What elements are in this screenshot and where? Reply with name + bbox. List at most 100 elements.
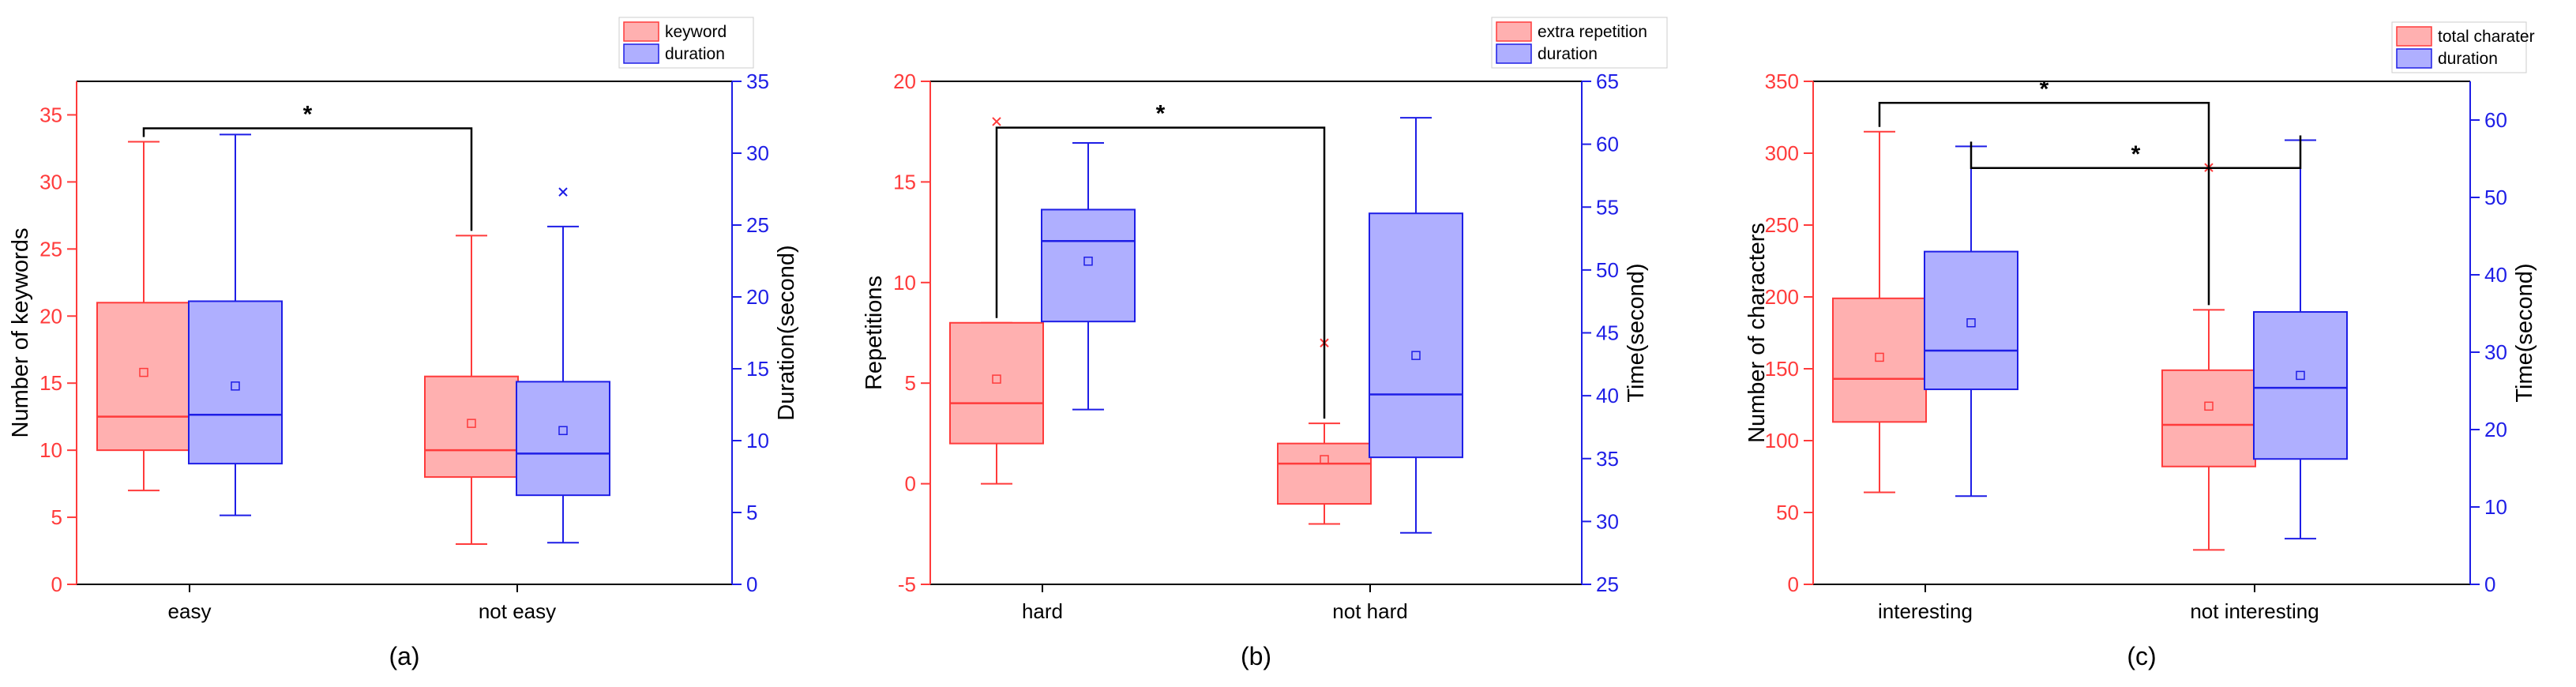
panel-label: (a) — [389, 642, 419, 670]
left-tick-label: 200 — [1765, 285, 1799, 309]
box-duration-hard — [1041, 142, 1136, 411]
legend-entry: duration — [665, 45, 725, 63]
left-tick-label: 0 — [1788, 572, 1799, 596]
right-axis-title: Duration(second) — [774, 245, 799, 420]
significance-bracket: * — [142, 101, 473, 231]
right-tick-label: 35 — [1596, 447, 1619, 471]
left-axis-title: Number of characters — [1744, 223, 1770, 443]
legend-entry: duration — [1538, 45, 1598, 63]
left-tick-label: 250 — [1765, 213, 1799, 237]
x-tick-label: easy — [168, 599, 212, 623]
right-tick-label: 50 — [1596, 258, 1619, 282]
significance-bracket: * — [1878, 76, 2210, 306]
right-tick-label: 50 — [2484, 186, 2507, 209]
right-tick-label: 10 — [746, 429, 769, 452]
x-tick-label: not interesting — [2190, 599, 2319, 623]
box-keyword-easy — [96, 141, 191, 492]
left-tick-label: 300 — [1765, 141, 1799, 165]
left-tick-label: 30 — [39, 170, 62, 193]
mean-marker — [558, 426, 568, 436]
right-tick-label: 10 — [2484, 495, 2507, 519]
right-tick-label: 25 — [746, 213, 769, 237]
x-tick-label: not hard — [1332, 599, 1407, 623]
left-tick-label: 0 — [905, 472, 916, 496]
bracket-line — [1878, 102, 2210, 306]
legend: keyword duration — [618, 17, 754, 69]
iqr-box — [2253, 311, 2348, 460]
mean-marker — [467, 419, 476, 428]
mean-marker — [1083, 256, 1093, 266]
left-tick-label: 10 — [39, 438, 62, 462]
box-total-charater-interesting — [1832, 130, 1927, 494]
significance-label: * — [2040, 76, 2049, 102]
mean-marker — [231, 381, 240, 391]
left-tick-label: 5 — [51, 505, 62, 529]
box-extra-repetition-hard — [949, 117, 1044, 485]
right-tick-label: 55 — [1596, 195, 1619, 219]
right-tick-label: 25 — [1596, 572, 1619, 596]
right-tick-label: 30 — [746, 141, 769, 165]
right-tick-label: 65 — [1596, 69, 1619, 93]
left-tick-label: 350 — [1765, 69, 1799, 93]
left-tick-label: 35 — [39, 103, 62, 126]
legend-swatch — [623, 43, 659, 64]
legend-swatch — [1496, 21, 1532, 42]
left-tick-label: -5 — [898, 572, 916, 596]
box-keyword-not-easy — [424, 235, 519, 546]
iqr-box — [424, 375, 519, 479]
x-tick-label: interesting — [1878, 599, 1973, 623]
panel-a: 0 5 10 15 20 25 30 35 0 5 10 15 20 25 30 35 Number of ke… — [8, 17, 799, 670]
box-duration-interesting — [1924, 145, 2018, 497]
right-tick-label: 0 — [746, 572, 757, 596]
right-tick-label: 30 — [2484, 340, 2507, 364]
mean-marker — [1320, 455, 1329, 464]
right-tick-label: 15 — [746, 357, 769, 381]
bracket-line — [1970, 135, 2302, 170]
legend-swatch — [623, 21, 659, 42]
left-tick-label: 10 — [893, 271, 916, 295]
iqr-box — [1277, 442, 1372, 505]
significance-label: * — [303, 101, 313, 127]
legend-entry: keyword — [665, 23, 727, 41]
right-tick-label: 35 — [746, 69, 769, 93]
legend-entry: extra repetition — [1538, 23, 1647, 41]
significance-label: * — [1156, 101, 1166, 127]
left-tick-label: 20 — [39, 304, 62, 328]
right-tick-label: 5 — [746, 501, 757, 524]
mean-marker — [1411, 351, 1421, 360]
outlier-marker — [558, 187, 568, 197]
panel-label: (b) — [1241, 642, 1271, 670]
panel-label: (c) — [2127, 642, 2156, 670]
outlier-stroke — [992, 117, 1001, 126]
right-tick-label: 0 — [2484, 572, 2495, 596]
legend-entry: duration — [2438, 50, 2498, 68]
significance-bracket: * — [1970, 135, 2302, 170]
box-duration-not-hard — [1369, 117, 1463, 534]
left-axis-title: Repetitions — [862, 276, 887, 390]
legend-swatch — [1496, 43, 1532, 64]
box-total-charater-not-interesting — [2161, 163, 2256, 551]
mean-marker — [992, 374, 1001, 384]
left-tick-label: 0 — [51, 572, 62, 596]
outlier-marker — [992, 117, 1001, 126]
panel-b: -5 0 5 10 15 20 25 30 35 40 45 50 55 60 65 Repetitions T… — [862, 17, 1668, 670]
mean-marker — [1966, 318, 1976, 328]
left-tick-label: 25 — [39, 237, 62, 261]
left-tick-label: 15 — [39, 371, 62, 395]
left-axis-title: Number of keywords — [8, 228, 33, 438]
iqr-box — [1924, 250, 2018, 391]
right-tick-label: 40 — [1596, 384, 1619, 407]
box-duration-easy — [188, 133, 283, 516]
right-tick-label: 60 — [2484, 108, 2507, 132]
iqr-box — [1369, 212, 1463, 459]
iqr-box — [2161, 369, 2256, 467]
bracket-line — [995, 126, 1326, 419]
x-tick-label: not easy — [479, 599, 556, 623]
right-tick-label: 20 — [2484, 418, 2507, 441]
mean-marker — [1875, 352, 1884, 362]
right-tick-label: 20 — [746, 285, 769, 309]
mean-marker — [139, 367, 148, 377]
left-tick-label: 50 — [1776, 501, 1799, 524]
outlier-stroke — [558, 187, 568, 197]
